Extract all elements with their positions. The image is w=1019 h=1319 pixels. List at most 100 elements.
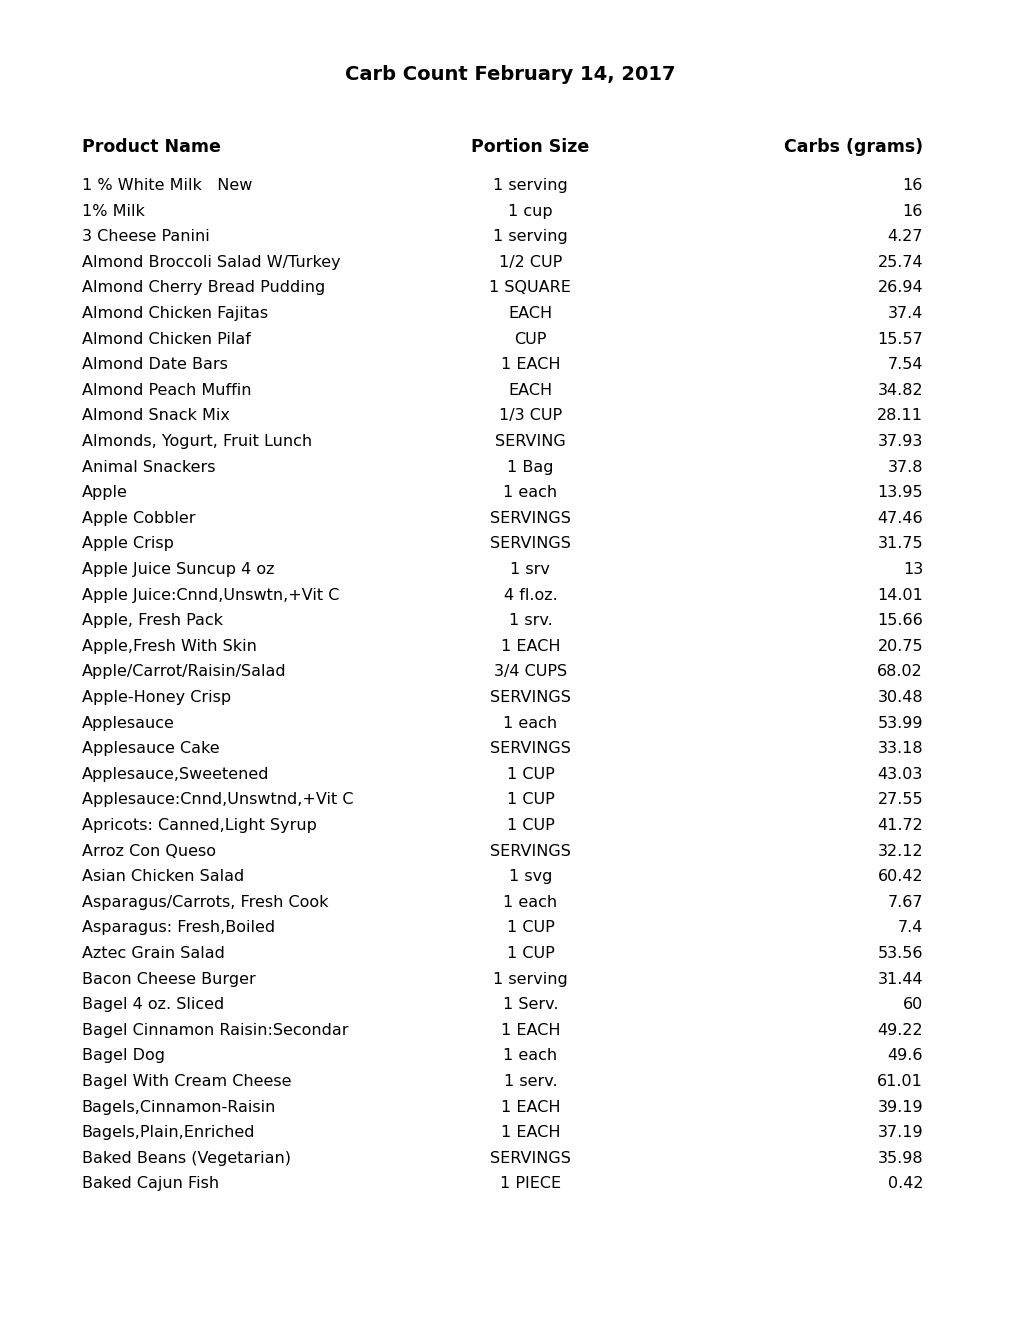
Text: Almond Peach Muffin: Almond Peach Muffin <box>82 383 251 398</box>
Text: Apple Juice:Cnnd,Unswtn,+Vit C: Apple Juice:Cnnd,Unswtn,+Vit C <box>82 587 338 603</box>
Text: 15.66: 15.66 <box>876 613 922 628</box>
Text: 1 EACH: 1 EACH <box>500 357 559 372</box>
Text: 34.82: 34.82 <box>876 383 922 398</box>
Text: 1 Bag: 1 Bag <box>506 459 553 475</box>
Text: Bagel Cinnamon Raisin:Secondar: Bagel Cinnamon Raisin:Secondar <box>82 1022 347 1038</box>
Text: Bacon Cheese Burger: Bacon Cheese Burger <box>82 972 255 987</box>
Text: 7.67: 7.67 <box>887 894 922 910</box>
Text: 60: 60 <box>902 997 922 1012</box>
Text: EACH: EACH <box>507 383 552 398</box>
Text: Almonds, Yogurt, Fruit Lunch: Almonds, Yogurt, Fruit Lunch <box>82 434 312 448</box>
Text: Baked Beans (Vegetarian): Baked Beans (Vegetarian) <box>82 1150 290 1166</box>
Text: 1 each: 1 each <box>502 1049 557 1063</box>
Text: 1 svg: 1 svg <box>508 869 551 884</box>
Text: 1 CUP: 1 CUP <box>506 766 553 782</box>
Text: 39.19: 39.19 <box>876 1100 922 1115</box>
Text: 4 fl.oz.: 4 fl.oz. <box>503 587 556 603</box>
Text: SERVINGS: SERVINGS <box>489 690 571 704</box>
Text: Apple-Honey Crisp: Apple-Honey Crisp <box>82 690 230 704</box>
Text: Almond Chicken Pilaf: Almond Chicken Pilaf <box>82 331 251 347</box>
Text: 3 Cheese Panini: 3 Cheese Panini <box>82 230 209 244</box>
Text: 61.01: 61.01 <box>876 1074 922 1089</box>
Text: SERVINGS: SERVINGS <box>489 844 571 859</box>
Text: Apple Cobbler: Apple Cobbler <box>82 510 195 526</box>
Text: 1 each: 1 each <box>502 894 557 910</box>
Text: 1 serving: 1 serving <box>492 972 568 987</box>
Text: 7.4: 7.4 <box>897 921 922 935</box>
Text: Asparagus/Carrots, Fresh Cook: Asparagus/Carrots, Fresh Cook <box>82 894 328 910</box>
Text: 25.74: 25.74 <box>876 255 922 270</box>
Text: 1 CUP: 1 CUP <box>506 946 553 962</box>
Text: 26.94: 26.94 <box>876 281 922 295</box>
Text: 1/3 CUP: 1/3 CUP <box>498 409 561 423</box>
Text: Product Name: Product Name <box>82 138 220 156</box>
Text: 1 serv.: 1 serv. <box>503 1074 556 1089</box>
Text: 7.54: 7.54 <box>887 357 922 372</box>
Text: Arroz Con Queso: Arroz Con Queso <box>82 844 215 859</box>
Text: Almond Cherry Bread Pudding: Almond Cherry Bread Pudding <box>82 281 324 295</box>
Text: Almond Snack Mix: Almond Snack Mix <box>82 409 229 423</box>
Text: 16: 16 <box>902 203 922 219</box>
Text: 1 SQUARE: 1 SQUARE <box>489 281 571 295</box>
Text: Aztec Grain Salad: Aztec Grain Salad <box>82 946 224 962</box>
Text: 1 CUP: 1 CUP <box>506 793 553 807</box>
Text: Apricots: Canned,Light Syrup: Apricots: Canned,Light Syrup <box>82 818 316 834</box>
Text: 68.02: 68.02 <box>876 665 922 679</box>
Text: 27.55: 27.55 <box>876 793 922 807</box>
Text: EACH: EACH <box>507 306 552 321</box>
Text: 1 serving: 1 serving <box>492 178 568 193</box>
Text: 1 PIECE: 1 PIECE <box>499 1177 560 1191</box>
Text: 3/4 CUPS: 3/4 CUPS <box>493 665 567 679</box>
Text: Portion Size: Portion Size <box>471 138 589 156</box>
Text: 43.03: 43.03 <box>877 766 922 782</box>
Text: 32.12: 32.12 <box>876 844 922 859</box>
Text: Apple, Fresh Pack: Apple, Fresh Pack <box>82 613 222 628</box>
Text: 1 each: 1 each <box>502 716 557 731</box>
Text: 1 EACH: 1 EACH <box>500 1022 559 1038</box>
Text: 4.27: 4.27 <box>887 230 922 244</box>
Text: Carb Count February 14, 2017: Carb Count February 14, 2017 <box>344 65 675 84</box>
Text: Apple Juice Suncup 4 oz: Apple Juice Suncup 4 oz <box>82 562 274 576</box>
Text: Bagels,Plain,Enriched: Bagels,Plain,Enriched <box>82 1125 255 1140</box>
Text: Asian Chicken Salad: Asian Chicken Salad <box>82 869 244 884</box>
Text: 13: 13 <box>902 562 922 576</box>
Text: Almond Date Bars: Almond Date Bars <box>82 357 227 372</box>
Text: 30.48: 30.48 <box>876 690 922 704</box>
Text: 47.46: 47.46 <box>876 510 922 526</box>
Text: Applesauce,Sweetened: Applesauce,Sweetened <box>82 766 269 782</box>
Text: 49.22: 49.22 <box>876 1022 922 1038</box>
Text: 1 each: 1 each <box>502 485 557 500</box>
Text: 53.99: 53.99 <box>876 716 922 731</box>
Text: 1 EACH: 1 EACH <box>500 1125 559 1140</box>
Text: 1 % White Milk   New: 1 % White Milk New <box>82 178 252 193</box>
Text: 1/2 CUP: 1/2 CUP <box>498 255 561 270</box>
Text: Carbs (grams): Carbs (grams) <box>784 138 922 156</box>
Text: 41.72: 41.72 <box>876 818 922 834</box>
Text: 1 CUP: 1 CUP <box>506 921 553 935</box>
Text: Apple: Apple <box>82 485 127 500</box>
Text: 1 EACH: 1 EACH <box>500 1100 559 1115</box>
Text: 37.93: 37.93 <box>877 434 922 448</box>
Text: CUP: CUP <box>514 331 546 347</box>
Text: 31.44: 31.44 <box>876 972 922 987</box>
Text: 1 serving: 1 serving <box>492 230 568 244</box>
Text: Applesauce Cake: Applesauce Cake <box>82 741 219 756</box>
Text: SERVINGS: SERVINGS <box>489 510 571 526</box>
Text: 49.6: 49.6 <box>887 1049 922 1063</box>
Text: 15.57: 15.57 <box>876 331 922 347</box>
Text: Applesauce:Cnnd,Unswtnd,+Vit C: Applesauce:Cnnd,Unswtnd,+Vit C <box>82 793 353 807</box>
Text: SERVINGS: SERVINGS <box>489 741 571 756</box>
Text: Bagels,Cinnamon-Raisin: Bagels,Cinnamon-Raisin <box>82 1100 276 1115</box>
Text: Asparagus: Fresh,Boiled: Asparagus: Fresh,Boiled <box>82 921 274 935</box>
Text: Apple/Carrot/Raisin/Salad: Apple/Carrot/Raisin/Salad <box>82 665 286 679</box>
Text: Animal Snackers: Animal Snackers <box>82 459 215 475</box>
Text: 14.01: 14.01 <box>876 587 922 603</box>
Text: 13.95: 13.95 <box>876 485 922 500</box>
Text: 60.42: 60.42 <box>876 869 922 884</box>
Text: 28.11: 28.11 <box>876 409 922 423</box>
Text: 31.75: 31.75 <box>876 537 922 551</box>
Text: Applesauce: Applesauce <box>82 716 174 731</box>
Text: Almond Broccoli Salad W/Turkey: Almond Broccoli Salad W/Turkey <box>82 255 340 270</box>
Text: 37.4: 37.4 <box>887 306 922 321</box>
Text: Almond Chicken Fajitas: Almond Chicken Fajitas <box>82 306 267 321</box>
